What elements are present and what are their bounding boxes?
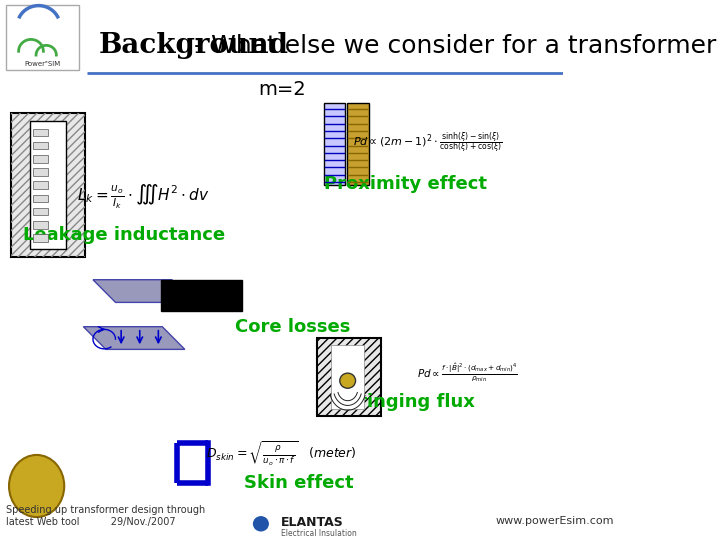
FancyBboxPatch shape (331, 345, 364, 409)
Polygon shape (84, 327, 185, 349)
Text: $L_k = \frac{u_o}{I_k} \cdot \iiint H^2 \cdot dv$: $L_k = \frac{u_o}{I_k} \cdot \iiint H^2 … (78, 183, 210, 211)
FancyBboxPatch shape (32, 129, 48, 136)
FancyBboxPatch shape (32, 194, 48, 202)
Text: Skin effect: Skin effect (244, 474, 354, 492)
Text: $Pd \propto \frac{f \cdot |\hat{B}|^2 \cdot (d_{max}+d_{min})^4}{\rho_{min}}$: $Pd \propto \frac{f \cdot |\hat{B}|^2 \c… (417, 361, 518, 384)
Text: Proximity effect: Proximity effect (324, 174, 487, 193)
FancyBboxPatch shape (317, 338, 382, 416)
Text: PowerᵉSIM: PowerᵉSIM (24, 60, 60, 67)
FancyBboxPatch shape (32, 181, 48, 189)
Text: Background: Background (99, 32, 289, 59)
FancyBboxPatch shape (12, 113, 84, 256)
FancyBboxPatch shape (32, 234, 48, 242)
FancyBboxPatch shape (32, 208, 48, 215)
Polygon shape (93, 280, 194, 302)
FancyBboxPatch shape (30, 121, 66, 249)
Ellipse shape (340, 373, 356, 388)
FancyBboxPatch shape (32, 155, 48, 163)
FancyBboxPatch shape (32, 221, 48, 229)
Text: - What else we consider for a transformer: - What else we consider for a transforme… (186, 34, 716, 58)
Circle shape (253, 517, 269, 531)
Text: Fringing flux: Fringing flux (348, 393, 475, 411)
Text: Core losses: Core losses (235, 318, 351, 336)
Text: m=2: m=2 (258, 79, 305, 99)
FancyBboxPatch shape (6, 5, 79, 70)
Text: $Pd \propto (2m-1)^2 \cdot \frac{\sinh(\xi)-\sin(\xi)}{\cosh(\xi)+\cos(\xi)}$: $Pd \propto (2m-1)^2 \cdot \frac{\sinh(\… (354, 130, 503, 156)
FancyBboxPatch shape (347, 103, 369, 185)
FancyBboxPatch shape (324, 103, 346, 185)
Text: www.powerEsim.com: www.powerEsim.com (496, 516, 614, 526)
FancyBboxPatch shape (32, 168, 48, 176)
Text: ELANTAS: ELANTAS (281, 516, 343, 529)
Text: Leakage inductance: Leakage inductance (23, 226, 225, 244)
FancyBboxPatch shape (32, 141, 48, 149)
FancyBboxPatch shape (161, 280, 243, 310)
Text: Speeding up transformer design through
latest Web tool          29/Nov./2007: Speeding up transformer design through l… (6, 505, 205, 526)
Text: Electrical Insulation: Electrical Insulation (281, 529, 356, 538)
Ellipse shape (9, 455, 64, 517)
Text: $D_{skin} = \sqrt{\frac{\rho}{u_o \cdot \pi \cdot f}} \quad (meter)$: $D_{skin} = \sqrt{\frac{\rho}{u_o \cdot … (207, 440, 357, 468)
